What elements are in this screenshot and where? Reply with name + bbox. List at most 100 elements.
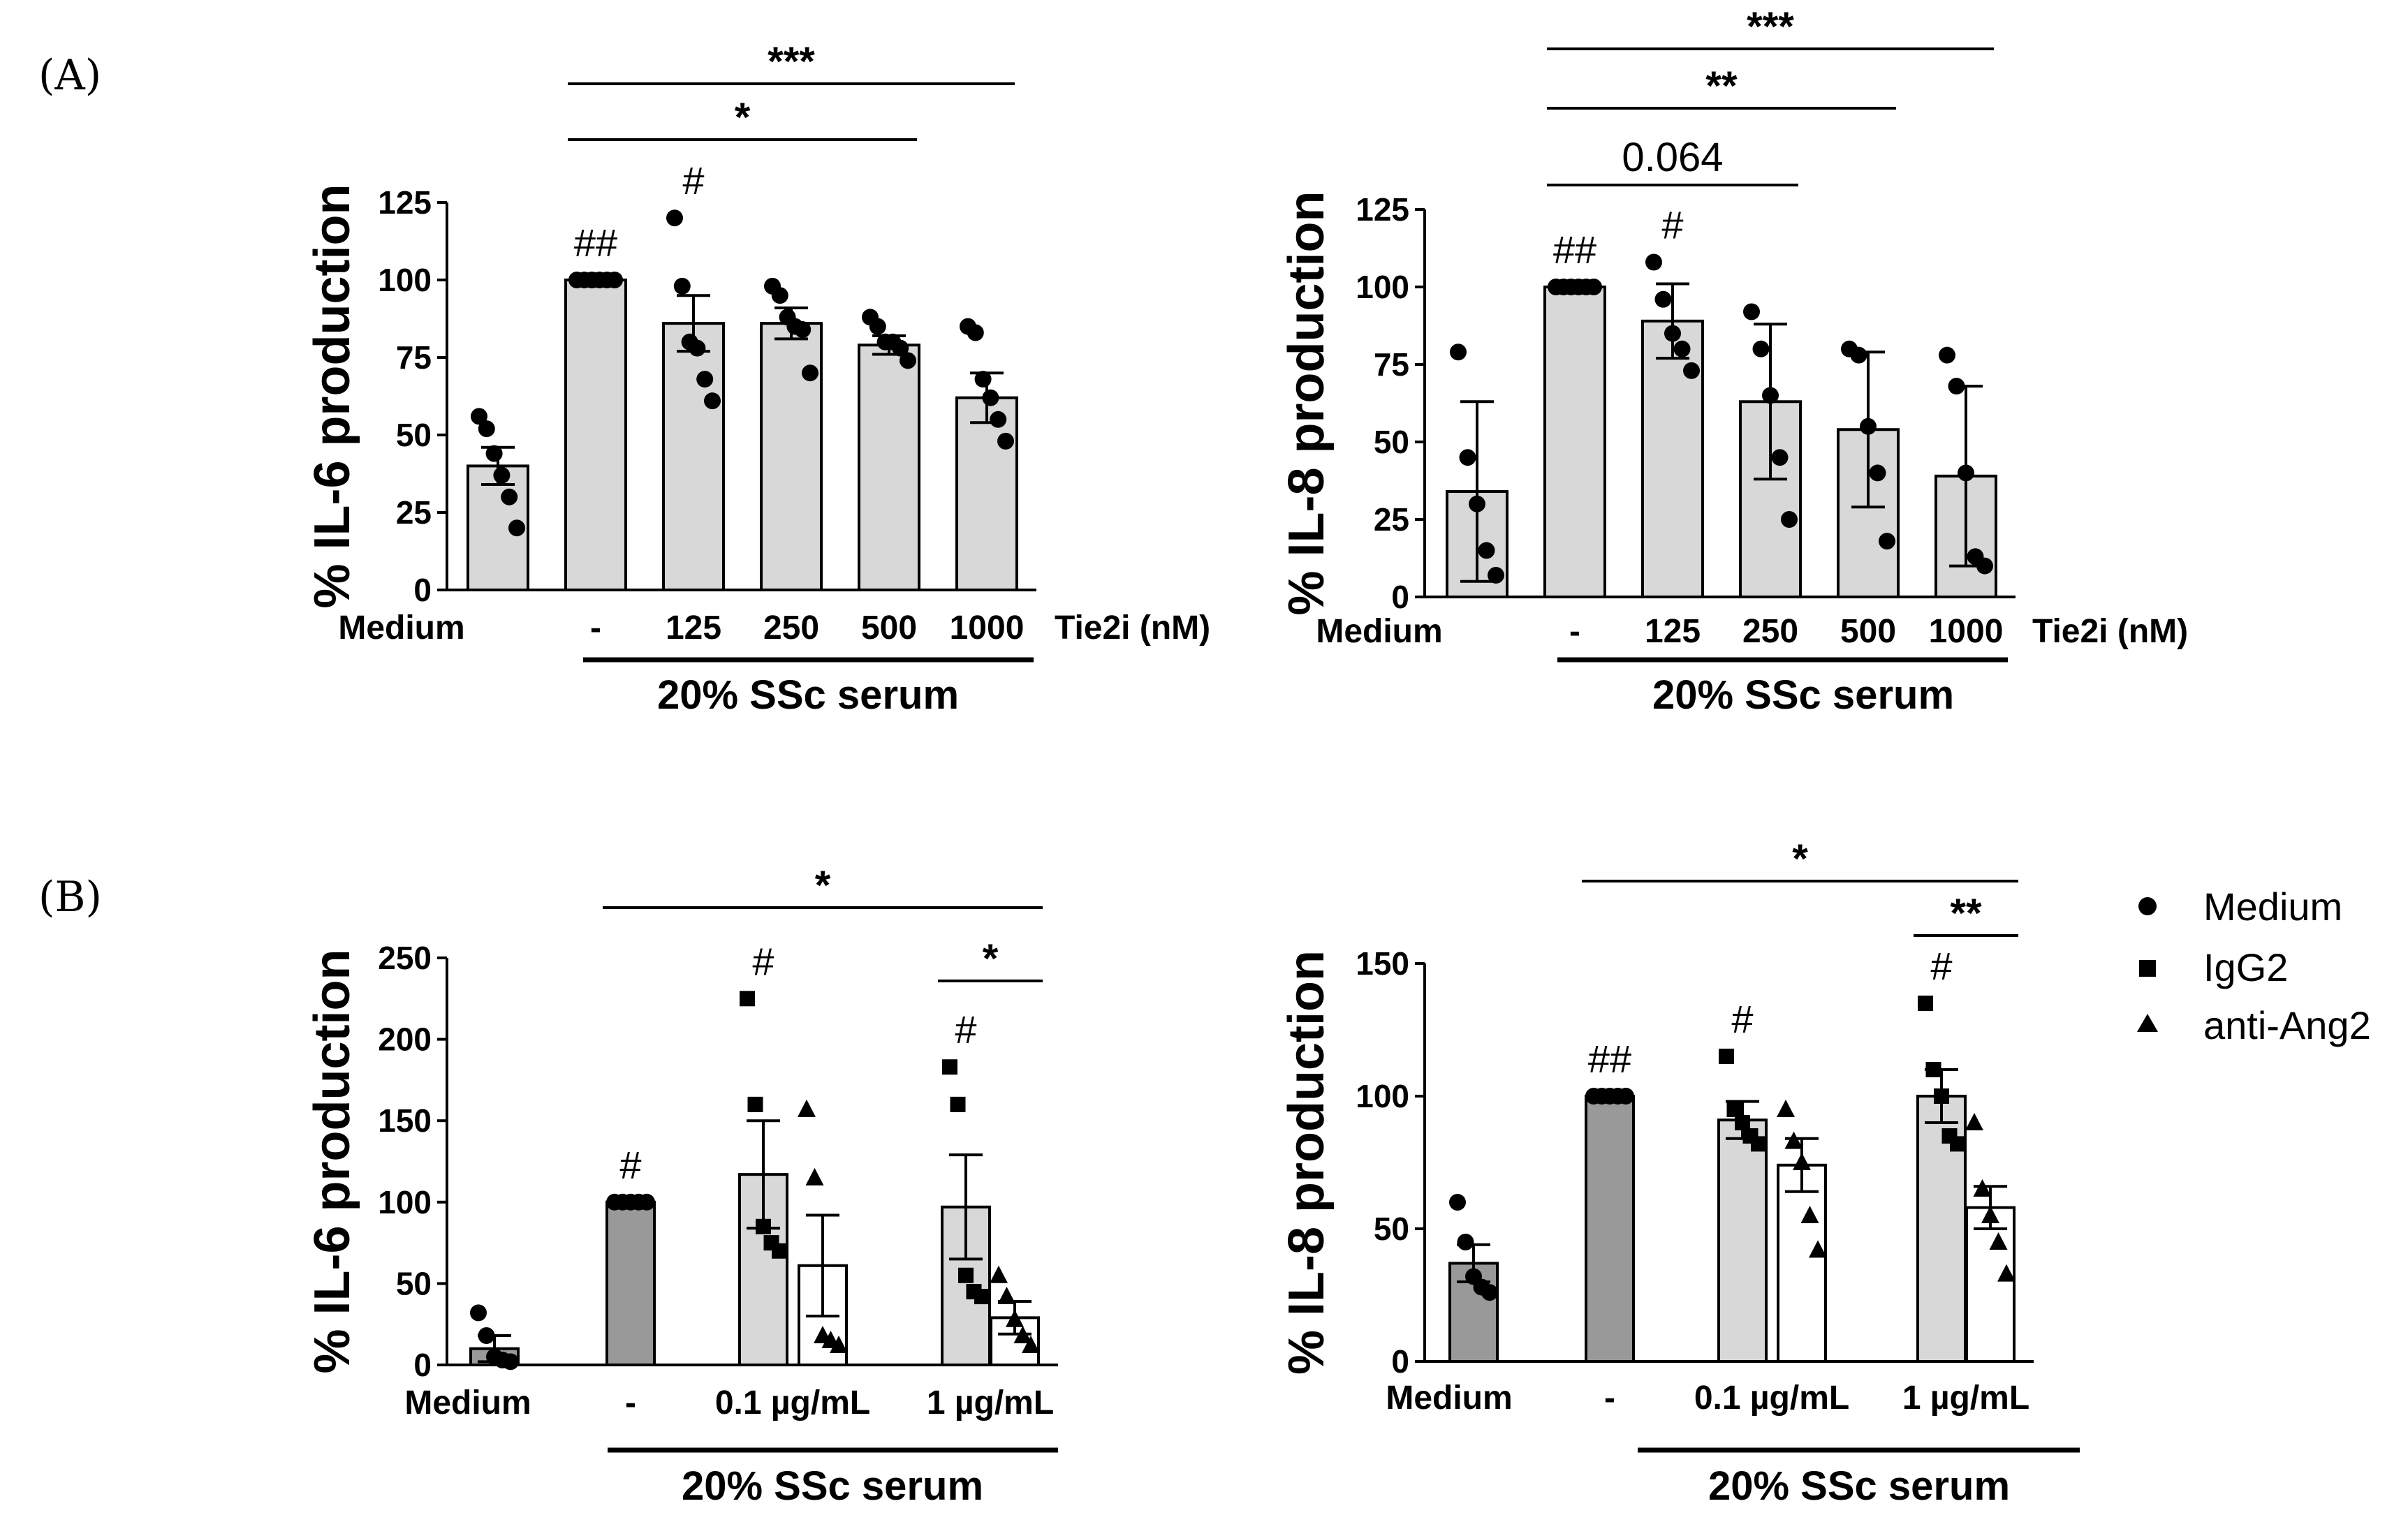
data-point [1781, 511, 1798, 528]
data-point [747, 1096, 763, 1112]
bar [760, 322, 823, 591]
data-point [478, 1327, 495, 1345]
y-tick-label: 75 [1374, 346, 1409, 383]
data-point [1726, 1102, 1742, 1117]
bar-group [1446, 344, 1508, 598]
significance-label: * [983, 936, 999, 982]
data-point [1006, 1309, 1024, 1327]
data-point [740, 991, 755, 1007]
bar [662, 322, 725, 591]
y-tick-label: 25 [1374, 501, 1409, 538]
x-category-label: 0.1 µg/mL [715, 1384, 870, 1421]
data-point [471, 408, 487, 425]
bar-group [858, 309, 920, 591]
bar-group [760, 277, 823, 591]
y-axis-title: % IL-8 production [1279, 191, 1335, 616]
x-category-label: - [1604, 1380, 1615, 1417]
y-tick-label: 0 [1391, 579, 1409, 615]
data-point [1488, 566, 1504, 584]
data-point [805, 1167, 824, 1185]
data-point [502, 1353, 519, 1371]
bar-group [738, 991, 788, 1366]
bar [1641, 319, 1704, 598]
x-category-label: 125 [666, 610, 721, 647]
data-point [900, 352, 916, 369]
bar-group [469, 1304, 520, 1371]
bar [955, 396, 1018, 591]
y-tick-label: 75 [396, 339, 432, 376]
y-tick-label: 125 [1356, 191, 1409, 228]
data-point [689, 339, 706, 357]
data-point [997, 1287, 1016, 1305]
data-point [673, 277, 691, 295]
data-point [869, 318, 886, 335]
bar-group [1585, 1088, 1635, 1363]
data-point [990, 1265, 1008, 1283]
legend-entry-anti-ang2: anti-Ang2 [2137, 1003, 2371, 1047]
legend-label-anti-ang2: anti-Ang2 [2203, 1003, 2371, 1047]
x-category-label: 125 [1645, 613, 1701, 650]
data-point [1948, 378, 1965, 395]
data-point [1664, 325, 1681, 342]
data-point [704, 392, 721, 410]
data-point [1469, 495, 1485, 512]
significance-hash: # [955, 1007, 976, 1051]
bar-group [1837, 340, 1900, 598]
data-point [470, 1304, 487, 1322]
legend-marker-circle [2138, 897, 2157, 915]
chart-il6-ang2: % IL-6 production 0 50 100 150 200 250 Medium - 0… [304, 863, 1058, 1509]
data-point [982, 389, 999, 406]
data-point [1752, 340, 1770, 357]
y-tick-label: 50 [396, 417, 432, 453]
y-tick-label: 100 [1356, 1078, 1409, 1114]
bar-group [941, 1059, 991, 1367]
legend-marker-square [2139, 960, 2156, 977]
bar-group [798, 1099, 848, 1367]
data-point [1777, 1100, 1795, 1117]
bar [858, 344, 920, 591]
data-point [606, 272, 623, 288]
data-point [892, 339, 909, 357]
significance-label: ** [1705, 64, 1738, 109]
data-point [958, 1267, 974, 1283]
data-point [1809, 1240, 1827, 1258]
bar-group [1777, 1100, 1827, 1364]
bar-group [990, 1265, 1040, 1366]
bar-group [662, 209, 725, 591]
x-category-label: 500 [1840, 613, 1896, 650]
data-point [1449, 1194, 1466, 1211]
y-tick-label: 150 [1356, 945, 1409, 982]
y-tick-label: 100 [378, 1184, 432, 1220]
y-tick-label: 50 [1374, 1211, 1409, 1247]
significance-hash: ## [574, 221, 617, 265]
data-point [1965, 1113, 1983, 1130]
y-tick-label: 125 [378, 184, 432, 221]
data-point [997, 432, 1014, 450]
data-point [974, 371, 992, 388]
significance-hash: # [1930, 944, 1952, 988]
bar-group [1641, 253, 1704, 598]
y-tick-label: 100 [1356, 269, 1409, 305]
legend-entry-medium: Medium [2138, 885, 2342, 929]
significance-hash: # [619, 1143, 641, 1187]
bar-group [1739, 303, 1802, 599]
data-point [1850, 346, 1867, 364]
x-category-label: Medium [338, 610, 464, 647]
data-point [830, 1336, 848, 1354]
significance-label: * [815, 863, 831, 908]
data-point [1869, 464, 1886, 482]
bar-group [1543, 279, 1606, 598]
data-point [1976, 557, 1993, 575]
data-point [1735, 1115, 1750, 1130]
y-axis-title: % IL-8 production [1279, 950, 1335, 1375]
y-tick-label: 25 [396, 494, 432, 531]
bar [1585, 1095, 1635, 1363]
bar-group [1935, 346, 1997, 599]
data-point [1683, 362, 1700, 379]
chart-il6-tie2i: % IL-6 production 0 25 50 75 100 125 Medium - 125… [304, 39, 1210, 718]
y-tick-label: 100 [378, 262, 432, 298]
x-axis-suffix: Tie2i (nM) [2032, 613, 2188, 650]
data-point [1973, 1179, 1992, 1197]
x-category-label: 1000 [1929, 613, 2004, 650]
y-tick-label: 0 [413, 1347, 432, 1383]
